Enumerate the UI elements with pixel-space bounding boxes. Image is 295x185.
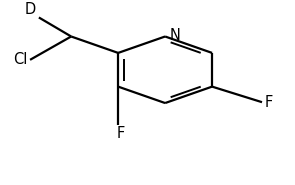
Text: Cl: Cl [13, 52, 27, 67]
Text: F: F [117, 126, 125, 141]
Text: F: F [265, 95, 273, 110]
Text: D: D [25, 2, 36, 17]
Text: N: N [170, 28, 181, 43]
